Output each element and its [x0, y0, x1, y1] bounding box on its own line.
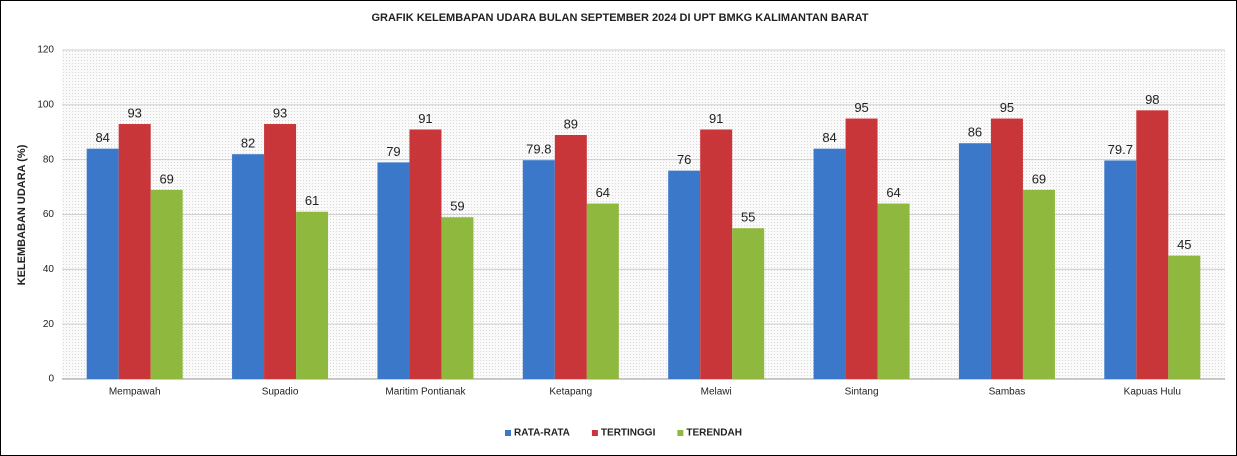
x-tick-label: Maritim Pontianak — [385, 387, 466, 398]
value-label: 69 — [1032, 171, 1046, 186]
y-tick-label: 20 — [43, 319, 55, 330]
bar — [1104, 160, 1137, 379]
value-label: 91 — [709, 111, 723, 126]
bar — [264, 124, 297, 380]
y-tick-label: 0 — [48, 374, 54, 385]
y-tick-label: 120 — [37, 45, 54, 56]
value-label: 76 — [677, 152, 691, 167]
bar — [845, 118, 878, 380]
value-label: 59 — [450, 199, 464, 214]
bar — [877, 203, 910, 379]
value-label: 86 — [968, 125, 982, 140]
value-label: 45 — [1177, 237, 1191, 252]
bar — [813, 148, 846, 379]
bar — [86, 148, 119, 379]
y-tick-label: 100 — [37, 99, 54, 110]
legend-label: TERTINGGI — [601, 428, 656, 439]
bar — [377, 162, 410, 379]
value-label: 69 — [159, 171, 173, 186]
bar — [668, 170, 701, 379]
bar — [296, 211, 329, 379]
x-tick-label: Mempawah — [109, 387, 161, 398]
bar — [522, 160, 555, 379]
chart-title: GRAFIK KELEMBAPAN UDARA BULAN SEPTEMBER … — [371, 12, 868, 24]
bar — [1022, 189, 1055, 379]
bar — [958, 143, 991, 379]
y-tick-label: 60 — [43, 209, 55, 220]
bar — [1168, 255, 1201, 379]
bar — [700, 129, 733, 379]
bar — [732, 228, 765, 379]
x-tick-label: Sambas — [989, 387, 1026, 398]
bar — [554, 134, 587, 379]
x-tick-label: Kapuas Hulu — [1124, 387, 1181, 398]
value-label: 91 — [418, 111, 432, 126]
legend-swatch — [505, 430, 511, 436]
x-tick-label: Supadio — [262, 387, 299, 398]
value-label: 61 — [305, 193, 319, 208]
bar — [118, 124, 151, 380]
value-label: 95 — [854, 100, 868, 115]
value-label: 95 — [1000, 100, 1014, 115]
bar — [441, 217, 474, 379]
legend-label: RATA-RATA — [514, 428, 570, 439]
y-tick-label: 40 — [43, 264, 55, 275]
bar — [232, 154, 265, 379]
x-tick-label: Sintang — [845, 387, 879, 398]
bar — [990, 118, 1023, 380]
y-tick-label: 80 — [43, 154, 55, 165]
value-label: 64 — [886, 185, 900, 200]
value-label: 79.8 — [526, 142, 551, 157]
x-tick-label: Ketapang — [549, 387, 592, 398]
value-label: 98 — [1145, 92, 1159, 107]
y-axis-label: KELEMBABAN UDARA (%) — [16, 144, 28, 285]
legend-swatch — [591, 430, 598, 436]
value-label: 93 — [273, 105, 287, 120]
legend-label: TERENDAH — [686, 428, 742, 439]
value-label: 84 — [95, 130, 109, 145]
bar — [1136, 110, 1169, 380]
bar — [150, 189, 183, 379]
bar — [586, 203, 619, 379]
value-label: 82 — [241, 136, 255, 151]
value-label: 89 — [564, 116, 578, 131]
value-label: 55 — [741, 210, 755, 225]
x-tick-label: Melawi — [701, 387, 732, 398]
value-label: 79.7 — [1108, 142, 1133, 157]
value-label: 64 — [596, 185, 610, 200]
legend-swatch — [677, 430, 684, 436]
value-label: 84 — [822, 130, 836, 145]
value-label: 79 — [386, 144, 400, 159]
value-label: 93 — [127, 105, 141, 120]
bar — [409, 129, 442, 379]
